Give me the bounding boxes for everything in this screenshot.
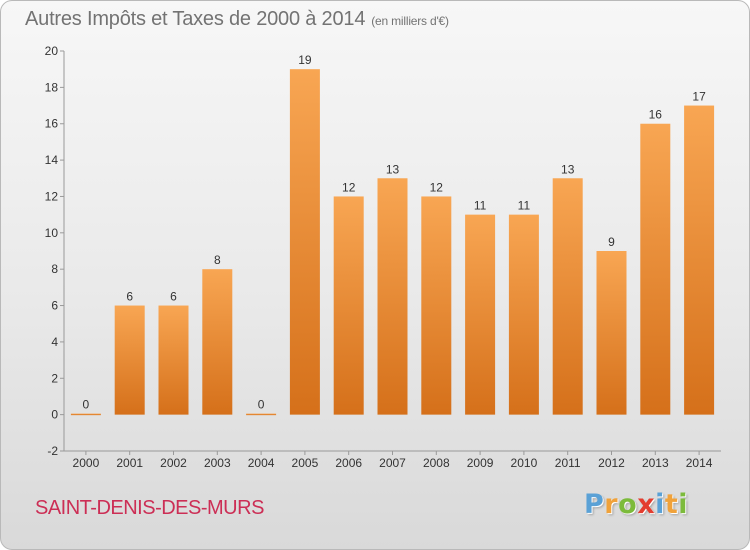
- bar: [70, 413, 101, 416]
- x-tick-label: 2004: [248, 456, 275, 470]
- x-tick-label: 2003: [204, 456, 231, 470]
- chart-unit: (en milliers d'€): [371, 14, 449, 28]
- logo-letter: x: [637, 489, 656, 520]
- bar: [465, 214, 496, 415]
- bar-value-label: 13: [386, 162, 400, 176]
- x-tick-label: 2007: [379, 456, 406, 470]
- logo-letter: t: [664, 489, 679, 520]
- bar: [158, 305, 189, 415]
- y-tick-label: 8: [51, 262, 58, 276]
- x-tick-label: 2010: [511, 456, 538, 470]
- bar-value-label: 8: [214, 253, 221, 267]
- chart-title-block: Autres Impôts et Taxes de 2000 à 2014 (en…: [25, 8, 449, 31]
- bar-value-label: 16: [649, 108, 663, 122]
- chart-bars: [70, 69, 715, 416]
- bar: [246, 413, 277, 416]
- y-tick-label: 2: [51, 371, 58, 385]
- bar-value-label: 12: [430, 180, 444, 194]
- x-tick-label: 2011: [555, 456, 581, 470]
- bar: [508, 214, 539, 415]
- logo-letter: o: [618, 489, 638, 520]
- chart-axes: -2 0 2 4 6 8 10 12 14 16 18 20 2000 2001 2002 2003 2004 2…: [45, 44, 721, 470]
- x-tick-label: 2000: [73, 456, 100, 470]
- x-tick-label: 2002: [160, 456, 187, 470]
- bar-value-label: 6: [170, 290, 177, 304]
- bar: [684, 105, 715, 415]
- logo-letter: r: [604, 489, 619, 520]
- y-tick-label: 16: [45, 117, 59, 131]
- logo-letter: P: [584, 489, 605, 520]
- y-tick-label: 6: [51, 299, 58, 313]
- x-tick-label: 2008: [423, 456, 450, 470]
- x-tick-label: 2012: [598, 456, 625, 470]
- bar-value-label: 13: [561, 162, 575, 176]
- bar: [421, 196, 452, 415]
- bar: [289, 69, 320, 415]
- logo-letter: i: [678, 489, 689, 520]
- x-tick-label: 2014: [686, 456, 713, 470]
- bar: [596, 251, 627, 415]
- bar-value-label: 12: [342, 180, 356, 194]
- commune-name: SAINT-DENIS-DES-MURS: [35, 497, 264, 519]
- y-tick-label: 10: [45, 226, 59, 240]
- bar-value-label: 17: [692, 90, 706, 104]
- bar: [552, 178, 583, 415]
- y-tick-label: 0: [51, 408, 58, 422]
- y-tick-label: -2: [47, 444, 58, 458]
- bar-value-label: 9: [608, 235, 615, 249]
- bar: [377, 178, 408, 415]
- y-tick-label: 4: [51, 335, 58, 349]
- bar-value-label: 0: [258, 398, 265, 412]
- bar-value-label: 11: [518, 199, 531, 213]
- chart-title: Autres Impôts et Taxes de 2000 à 2014: [25, 8, 366, 30]
- proxiti-logo: Proxiti: [584, 489, 688, 520]
- bar-value-label: 0: [83, 398, 90, 412]
- logo-letter: i: [655, 489, 665, 520]
- bar-value-label: 6: [126, 290, 133, 304]
- bar-value-label: 19: [298, 53, 312, 67]
- bar-value-label: 11: [474, 199, 487, 213]
- y-tick-label: 18: [45, 80, 59, 94]
- chart-data-labels: 0 6 6 8 0 19 12 13 12 11 11 13 9 16 17: [83, 53, 707, 411]
- bar: [333, 196, 364, 415]
- x-tick-label: 2001: [116, 456, 143, 470]
- x-tick-label: 2005: [292, 456, 319, 470]
- x-tick-label: 2009: [467, 456, 494, 470]
- x-tick-label: 2013: [642, 456, 669, 470]
- y-tick-label: 20: [45, 44, 59, 58]
- bar: [202, 269, 233, 415]
- y-tick-label: 14: [45, 153, 59, 167]
- bar: [114, 305, 145, 415]
- y-tick-label: 12: [45, 189, 59, 203]
- x-tick-label: 2006: [335, 456, 362, 470]
- bar: [640, 123, 671, 415]
